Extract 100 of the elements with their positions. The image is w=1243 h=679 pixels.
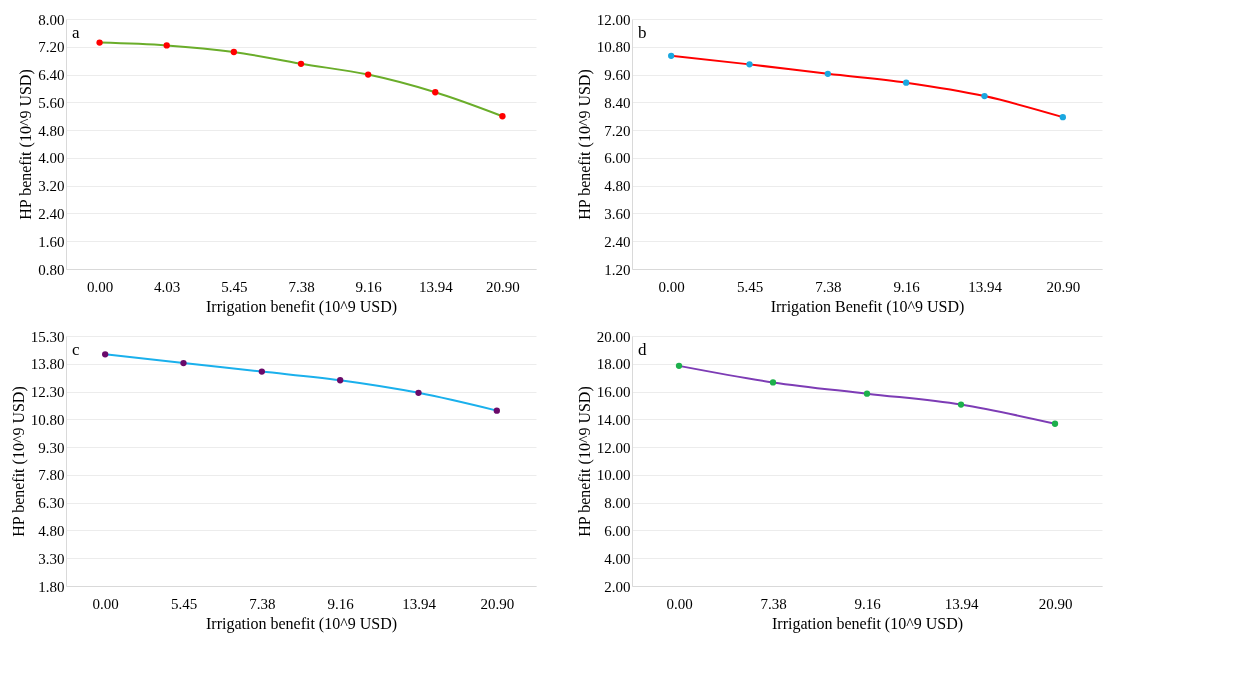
point (863, 390, 871, 397)
point (903, 79, 910, 86)
y-tick-label: 2.00 (604, 578, 631, 595)
x-tick-label: 13.94 (402, 595, 437, 612)
annotation: c (72, 340, 80, 359)
x-tick-label: 9.16 (854, 595, 882, 612)
x-tick-label: 20.90 (1046, 278, 1081, 295)
x-tick-label: 7.38 (249, 595, 276, 612)
x-tick-label: 13.94 (944, 595, 979, 612)
x-axis-title: Irrigation Benefit (10^9 USD) (770, 297, 965, 316)
y-tick-label: 16.00 (596, 384, 631, 401)
point (297, 60, 305, 67)
y-tick-label: 20.00 (596, 328, 631, 345)
point (499, 113, 506, 120)
y-tick-label: 15.30 (30, 328, 65, 345)
x-tick-label: 9.16 (893, 278, 921, 295)
y-tick-label: 3.20 (38, 178, 65, 195)
x-tick-label: 0.00 (666, 595, 693, 612)
x-tick-label: 9.16 (355, 278, 383, 295)
y-tick-label: 12.00 (596, 439, 631, 456)
y-tick-label: 14.00 (596, 411, 631, 428)
y-tick-label: 6.30 (38, 495, 65, 512)
y-tick-label: 4.00 (604, 550, 631, 567)
y-tick-label: 13.80 (30, 356, 65, 373)
y-tick-label: 18.00 (596, 356, 631, 373)
y-tick-label: 4.80 (38, 522, 65, 539)
x-axis-title: Irrigation benefit (10^9 USD) (771, 614, 964, 633)
x-tick-label: 9.16 (327, 595, 355, 612)
y-tick-label: 12.00 (596, 11, 631, 28)
y-tick-label: 8.00 (38, 11, 65, 28)
x-tick-label: 20.90 (486, 278, 520, 295)
x-tick-label: 5.45 (736, 278, 764, 295)
annotation: d (638, 340, 647, 359)
point (258, 368, 265, 375)
point (1051, 420, 1059, 427)
x-tick-label: 0.00 (658, 278, 685, 295)
y-tick-label: 4.80 (38, 122, 65, 139)
y-tick-label: 10.80 (596, 39, 631, 56)
y-axis-title: HP benefit (10^9 USD) (9, 386, 28, 537)
y-tick-label: 10.80 (30, 411, 65, 428)
x-axis-title: Irrigation benefit (10^9 USD) (205, 297, 398, 316)
x-tick-label: 4.03 (154, 278, 181, 295)
y-tick-label: 2.40 (38, 205, 65, 222)
y-tick-label: 7.20 (38, 39, 65, 56)
point (675, 362, 683, 370)
point (493, 407, 500, 414)
x-tick-label: 20.90 (480, 595, 515, 612)
x-tick-label: 0.00 (92, 595, 119, 612)
x-tick-label: 0.00 (86, 278, 114, 295)
x-tick-label: 7.38 (288, 278, 315, 295)
point (230, 48, 238, 56)
point (957, 401, 965, 408)
y-tick-label: 3.60 (604, 205, 631, 222)
point (96, 39, 103, 46)
point (1059, 113, 1066, 121)
point (432, 89, 439, 96)
y-tick-label: 8.40 (604, 94, 631, 111)
y-axis-title: HP benefit (10^9 USD) (575, 386, 594, 537)
point (415, 389, 422, 397)
y-tick-label: 1.20 (604, 261, 631, 278)
point (364, 71, 372, 78)
point (981, 92, 988, 100)
x-tick-label: 7.38 (760, 595, 787, 612)
y-tick-label: 8.00 (604, 495, 631, 512)
y-tick-label: 3.30 (38, 550, 65, 567)
y-tick-label: 2.40 (604, 233, 631, 250)
point (746, 61, 753, 68)
point (180, 359, 187, 367)
point (163, 42, 170, 49)
y-tick-label: 6.00 (604, 522, 631, 539)
y-tick-label: 1.80 (38, 578, 65, 595)
point (769, 379, 777, 386)
y-tick-label: 6.40 (38, 67, 65, 84)
y-tick-label: 4.80 (604, 178, 631, 195)
x-tick-label: 5.45 (221, 278, 248, 295)
y-axis-title: HP benefit (10^9 USD) (575, 69, 594, 220)
y-tick-label: 7.20 (604, 122, 631, 139)
y-tick-label: 0.80 (38, 261, 65, 278)
y-axis-title: HP benefit (10^9 USD) (17, 69, 36, 220)
x-tick-label: 7.38 (815, 278, 842, 295)
point (337, 377, 344, 384)
point (102, 351, 109, 358)
y-tick-label: 9.30 (38, 439, 65, 456)
y-tick-label: 4.00 (38, 150, 65, 167)
y-tick-label: 5.60 (38, 94, 65, 111)
point (824, 70, 831, 78)
x-tick-label: 5.45 (170, 595, 198, 612)
y-tick-label: 6.00 (604, 150, 631, 167)
y-tick-label: 7.80 (38, 467, 65, 484)
point (668, 52, 675, 59)
x-axis-title: Irrigation benefit (10^9 USD) (205, 614, 398, 633)
y-tick-label: 9.60 (604, 67, 631, 84)
x-tick-label: 13.94 (418, 278, 454, 295)
annotation: b (638, 23, 647, 42)
y-tick-label: 10.00 (596, 467, 631, 484)
x-tick-label: 13.94 (968, 278, 1003, 295)
y-tick-label: 1.60 (38, 233, 65, 250)
y-tick-label: 12.30 (30, 384, 65, 401)
x-tick-label: 20.90 (1038, 595, 1073, 612)
annotation: a (72, 23, 80, 42)
